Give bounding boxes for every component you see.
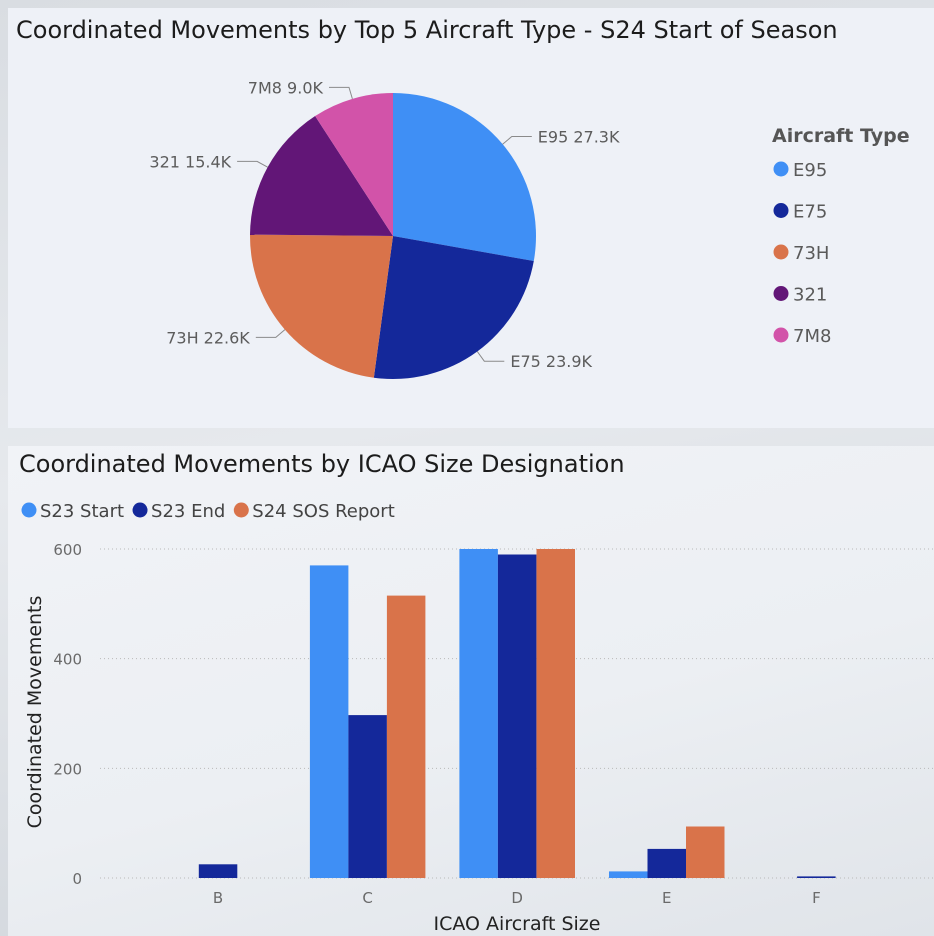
- pie-legend-label-73H[interactable]: 73H: [793, 243, 829, 264]
- pie-leader-line-7M8: [329, 86, 353, 100]
- pie-chart-title: Coordinated Movements by Top 5 Aircraft …: [16, 16, 838, 44]
- bar-D-series-0[interactable]: [459, 549, 498, 878]
- pie-chart: E95 27.3K E75 23.9K 73H 22.6K 321 15.4K 7M8 …: [149, 78, 910, 379]
- bar-legend-marker-0: [21, 502, 37, 518]
- bar-C-series-1[interactable]: [348, 715, 387, 878]
- y-tick-label-600: 600: [53, 541, 82, 559]
- pie-legend-label-E75[interactable]: E75: [793, 202, 827, 223]
- x-tick-label-C: C: [362, 889, 372, 907]
- pie-legend-marker-E75: [773, 203, 789, 218]
- pie-legend-marker-7M8: [773, 327, 789, 343]
- bar-E-series-1[interactable]: [647, 848, 687, 878]
- pie-slice-E95[interactable]: [393, 93, 536, 262]
- pie-leader-line-E95: [502, 136, 532, 145]
- bar-legend-marker-2: [233, 502, 249, 518]
- pie-data-label-321: 321 15.4K: [149, 152, 231, 171]
- bar-chart-panel: Coordinated Movements by ICAO Size Desig…: [8, 446, 934, 936]
- bar-C-series-0[interactable]: [309, 565, 349, 878]
- y-axis-title: Coordinated Movements: [24, 596, 46, 829]
- pie-slice-7M8[interactable]: [315, 93, 393, 236]
- bar-D-series-1[interactable]: [497, 554, 537, 879]
- bar-F-series-1[interactable]: [797, 876, 836, 878]
- y-tick-label-400: 400: [53, 651, 82, 669]
- bar-C-series-2[interactable]: [386, 595, 426, 878]
- pie-chart-panel: Coordinated Movements by Top 5 Aircraft …: [8, 8, 934, 428]
- pie-legend-label-E95[interactable]: E95: [793, 160, 827, 181]
- pie-leader-line-73H: [255, 329, 286, 338]
- pie-data-label-E95: E95 27.3K: [538, 127, 620, 146]
- pie-legend-title: Aircraft Type: [772, 125, 910, 147]
- x-tick-label-D: D: [511, 889, 523, 907]
- y-tick-label-0: 0: [72, 870, 82, 888]
- bar-legend-marker-1: [132, 502, 148, 518]
- pie-slice-E75[interactable]: [373, 236, 534, 379]
- pie-legend-marker-E95: [773, 161, 789, 177]
- pie-legend-marker-73H: [773, 244, 789, 260]
- x-axis-title: ICAO Aircraft Size: [434, 913, 601, 935]
- bar-chart-title: Coordinated Movements by ICAO Size Desig…: [19, 450, 625, 478]
- pie-data-label-73H: 73H 22.6K: [166, 328, 250, 347]
- x-tick-label-B: B: [213, 889, 223, 907]
- pie-legend-label-7M8[interactable]: 7M8: [793, 326, 831, 347]
- x-tick-label-F: F: [812, 889, 821, 907]
- bar-legend-label-0[interactable]: S23 Start: [40, 501, 124, 522]
- bar-legend-label-2[interactable]: S24 SOS Report: [252, 501, 394, 522]
- bar-D-series-2[interactable]: [536, 549, 576, 878]
- bar-E-series-0[interactable]: [609, 871, 648, 878]
- pie-data-label-E75: E75 23.9K: [510, 352, 592, 371]
- x-tick-label-E: E: [662, 889, 671, 907]
- pie-data-label-7M8: 7M8 9.0K: [248, 78, 324, 97]
- pie-legend-marker-321: [773, 286, 789, 301]
- bar-B-series-1[interactable]: [198, 864, 238, 878]
- y-tick-label-200: 200: [53, 760, 82, 778]
- bar-chart: S23 Start S23 End S24 SOS Report 0 200 400 600…: [21, 501, 934, 935]
- pie-slice-321[interactable]: [250, 116, 393, 236]
- pie-slice-73H[interactable]: [250, 234, 393, 378]
- pie-leader-line-321: [237, 160, 268, 168]
- bar-E-series-2[interactable]: [686, 826, 725, 879]
- pie-legend-label-321[interactable]: 321: [793, 285, 827, 306]
- bar-legend-label-1[interactable]: S23 End: [151, 501, 225, 522]
- pie-leader-line-E75: [476, 351, 505, 362]
